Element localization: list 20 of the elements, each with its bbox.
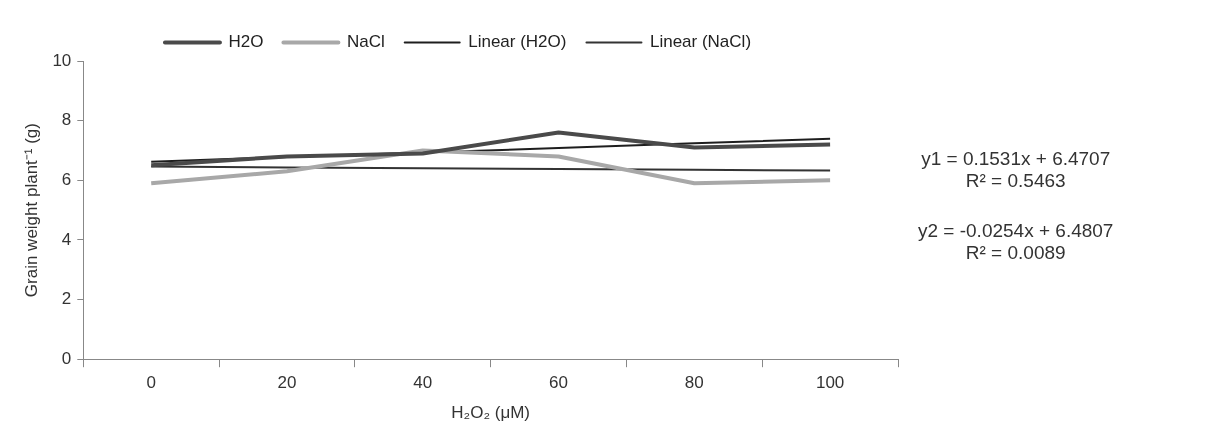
y-axis-title: Grain weight plant⁻¹ (g) <box>21 123 41 298</box>
legend-label: NaCl <box>346 32 385 52</box>
text: y2 = -0.0254x + 6.4807 R² = 0.0089 <box>918 220 1114 264</box>
text: y1 = 0.1531x + 6.4707 R² = 0.5463 <box>920 148 1112 192</box>
x-tick-label: 40 <box>413 373 433 393</box>
y-tick-label: 2 <box>61 289 72 309</box>
y-tick-label: 4 <box>61 229 72 249</box>
x-tick-label: 60 <box>549 373 569 393</box>
x-tick-label: 0 <box>146 373 156 393</box>
x-tick-label: 20 <box>277 373 297 393</box>
legend-label: Linear (H2O) <box>468 32 567 52</box>
legend-label: H2O <box>228 32 264 52</box>
y-tick-label: 8 <box>61 110 72 130</box>
x-tick-label: 100 <box>815 373 845 393</box>
x-tick-label: 80 <box>684 373 704 393</box>
y-tick-label: 10 <box>52 50 72 70</box>
x-axis-title: H₂O₂ (μM) <box>451 403 531 423</box>
y-tick-label: 6 <box>61 169 72 189</box>
legend-label: Linear (NaCl) <box>649 32 752 52</box>
y-tick-label: 0 <box>61 348 72 368</box>
